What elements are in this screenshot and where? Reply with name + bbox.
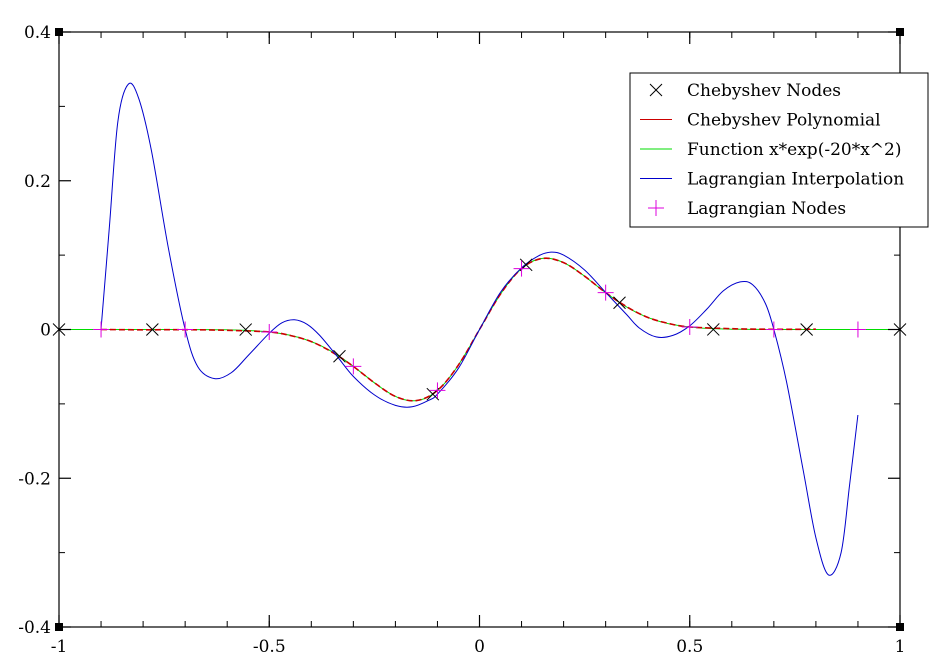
legend-swatch [648, 200, 664, 216]
legend-swatch [649, 83, 663, 97]
corner-handle [55, 28, 63, 36]
data-point [681, 318, 698, 335]
x-tick-label: 0 [474, 637, 485, 657]
legend-item-chebyshev-polynomial: Chebyshev Polynomial [640, 111, 881, 131]
legend-item-function-x-exp-20-x-2: Function x*exp(-20*x^2) [640, 140, 901, 160]
corner-handle [896, 623, 904, 631]
data-point [613, 296, 626, 310]
x-tick-label: 0.5 [676, 637, 703, 657]
data-point [800, 323, 814, 336]
data-point [429, 382, 446, 399]
series-line [100, 257, 816, 402]
y-tick-label: 0.2 [24, 172, 51, 192]
series-chebyshev-polynomial [100, 257, 816, 402]
series-lagrangian-interpolation [100, 82, 859, 576]
legend: Chebyshev Nodes Chebyshev Polynomial Funct… [629, 72, 929, 228]
series-lagrangian-nodes [93, 260, 866, 399]
x-tick-label: -0.5 [253, 637, 286, 657]
y-tick-label: 0 [40, 321, 51, 341]
data-point [765, 321, 782, 338]
legend-label: Lagrangian Interpolation [687, 170, 904, 190]
corner-handle [55, 623, 63, 631]
y-tick-label: -0.2 [18, 469, 51, 489]
data-point [261, 324, 278, 341]
axis-layer: -1 -0.5 0 0.5 1 0.4 0.2 0 -0.2 -0.4 [18, 23, 905, 657]
data-point [849, 321, 866, 338]
data-point [145, 323, 159, 336]
data-point [93, 321, 110, 338]
legend-label: Chebyshev Polynomial [687, 111, 881, 131]
legend-item-lagrangian-nodes: Lagrangian Nodes [648, 199, 846, 219]
legend-label: Lagrangian Nodes [687, 199, 846, 219]
y-tick-label: 0.4 [24, 23, 51, 43]
data-point [345, 358, 362, 375]
data-point [706, 323, 720, 336]
legend-label: Function x*exp(-20*x^2) [687, 140, 901, 160]
data-point [333, 349, 346, 363]
x-tick-label: -1 [51, 637, 68, 657]
series-line [100, 82, 859, 576]
legend-box [629, 72, 929, 228]
data-point [597, 284, 614, 301]
series-layer [52, 82, 907, 576]
series-chebyshev-nodes [52, 258, 907, 401]
legend-label: Chebyshev Nodes [687, 81, 841, 101]
legend-item-lagrangian-interpolation: Lagrangian Interpolation [640, 170, 904, 190]
data-point [513, 260, 530, 277]
data-point [177, 321, 194, 338]
data-point [239, 323, 253, 336]
x-tick-label: 1 [895, 637, 906, 657]
corner-handle [896, 28, 904, 36]
y-tick-label: -0.4 [18, 618, 51, 638]
legend-item-chebyshev-nodes: Chebyshev Nodes [649, 81, 841, 101]
